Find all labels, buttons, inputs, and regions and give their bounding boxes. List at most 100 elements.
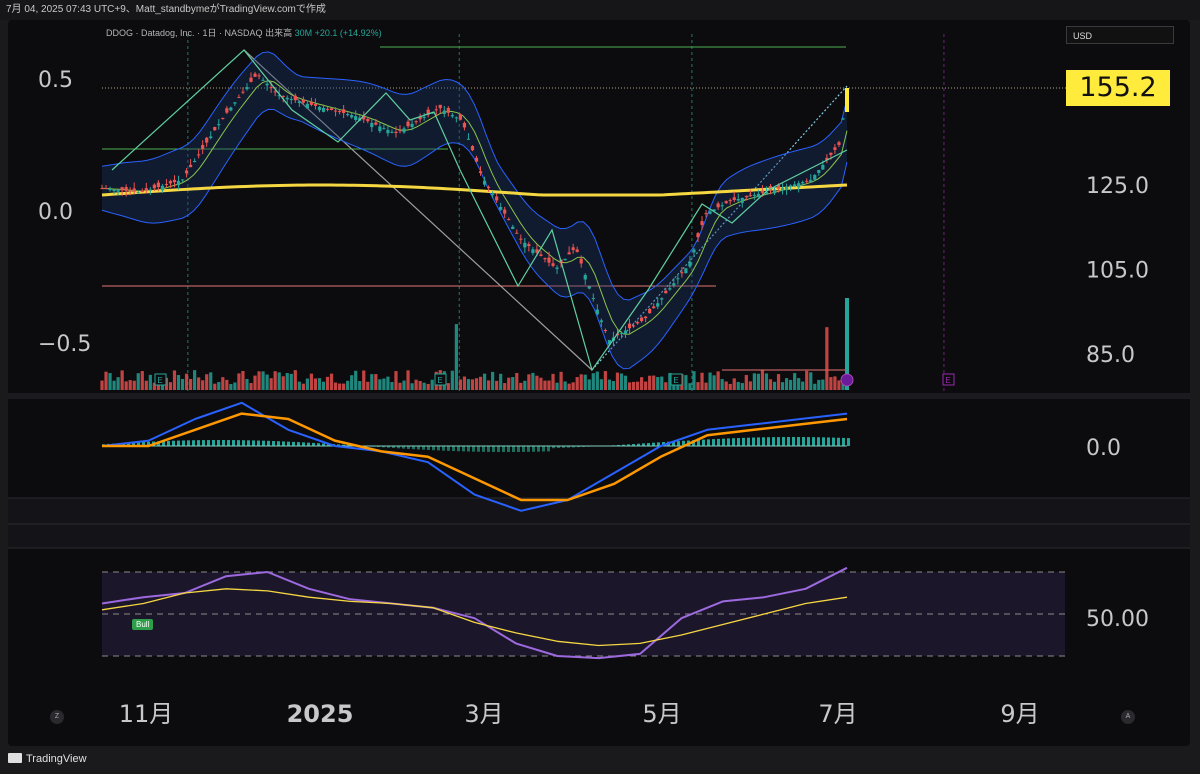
tradingview-logo: TradingView — [8, 753, 87, 765]
candle-body — [833, 147, 837, 150]
candle-body — [567, 252, 571, 255]
volume-bar — [406, 370, 410, 390]
volume-bar — [325, 376, 330, 390]
volume-bar — [575, 377, 579, 390]
candle-body — [342, 109, 346, 114]
candle-body — [132, 188, 136, 192]
candle-body — [164, 184, 169, 186]
macd-histogram-bar — [567, 446, 570, 448]
volume-bar — [720, 379, 724, 390]
zoom-left-button[interactable]: Z — [50, 710, 64, 724]
tv-logo-icon — [8, 753, 22, 763]
candle-body — [748, 195, 752, 197]
macd-histogram-bar — [197, 440, 200, 446]
volume-bar — [394, 371, 398, 390]
macd-histogram-bar — [137, 442, 140, 446]
volume-bar — [696, 382, 700, 390]
macd-histogram-bar — [147, 441, 150, 446]
volume-bar — [390, 382, 394, 390]
volume-bar — [197, 377, 201, 390]
volume-bar — [342, 383, 346, 390]
volume-bar — [728, 383, 732, 390]
candle-body — [366, 118, 370, 122]
volume-bar — [817, 379, 821, 390]
candle-body — [100, 188, 104, 190]
rsi-axis-label: 50.00 — [1086, 607, 1149, 632]
time-axis-label: 9月 — [1000, 700, 1039, 728]
volume-bar — [772, 381, 777, 390]
earnings-marker — [670, 373, 683, 386]
candle-body — [543, 258, 547, 260]
macd-histogram-bar — [642, 443, 645, 446]
macd-histogram-bar — [572, 446, 575, 448]
volume-bar — [374, 374, 378, 390]
candle-body — [527, 244, 531, 247]
volume-bar — [587, 379, 591, 390]
candle-body — [160, 185, 165, 191]
left-axis-label: 0.5 — [38, 68, 73, 93]
brand-name: TradingView — [26, 753, 87, 765]
volume-bar — [124, 381, 128, 390]
candle-body — [776, 185, 781, 189]
macd-line — [101, 401, 848, 512]
macd-histogram-bar — [292, 441, 295, 446]
candle-body — [309, 101, 314, 105]
macd-histogram-bar — [652, 442, 655, 446]
candle-body — [752, 194, 756, 196]
candle-body — [478, 171, 483, 174]
candle-body — [406, 121, 410, 127]
volume-bar — [837, 380, 841, 390]
macd-histogram-bar — [232, 440, 235, 446]
macd-histogram-bar — [402, 446, 405, 449]
candle-body — [744, 196, 748, 198]
volume-bar — [100, 380, 104, 390]
candle-body — [688, 261, 692, 267]
candle-body — [394, 131, 398, 134]
volume-bar — [684, 375, 688, 390]
candle-body — [273, 91, 277, 93]
macd-histogram-bar — [187, 440, 190, 446]
candle-body — [450, 115, 454, 117]
trend-line — [243, 49, 593, 371]
volume-bar — [784, 378, 789, 390]
volume-bar — [527, 374, 531, 390]
volume-bar — [418, 380, 422, 390]
volume-bar — [736, 381, 740, 390]
candle-body — [462, 122, 467, 128]
candle-body — [108, 189, 112, 191]
macd-histogram-bar — [457, 446, 460, 452]
macd-histogram-bar — [172, 440, 175, 446]
candle-body — [321, 107, 326, 112]
volume-bar — [386, 376, 390, 390]
attribution-text: 7月 04, 2025 07:43 UTC+9、Matt_standbymeがT… — [6, 4, 326, 15]
candle-body — [841, 118, 845, 120]
candle-body — [390, 131, 394, 133]
chart-svg[interactable]: E E E E 0.5 0.0 −0.5 125.0 105.0 85.0 0.0 50.00 11月 2… — [8, 20, 1190, 746]
volume-bar — [140, 371, 144, 390]
macd-histogram-bar — [547, 446, 550, 452]
volume-bar — [543, 380, 547, 390]
volume-bar — [201, 380, 205, 390]
volume-bar — [563, 381, 567, 390]
empty-panel — [8, 498, 1190, 548]
candle-body — [172, 179, 177, 183]
macd-histogram-bar — [287, 441, 290, 446]
macd-histogram-bar — [787, 437, 790, 446]
candle-body — [140, 190, 144, 192]
candle-body — [619, 332, 624, 334]
volume-bar — [627, 382, 632, 390]
volume-bar — [293, 370, 297, 390]
time-axis-label: 2025 — [287, 700, 354, 728]
candle-body — [454, 117, 458, 119]
macd-histogram-bar — [142, 441, 145, 446]
macd-histogram-bar — [777, 437, 780, 446]
volume-bar — [136, 373, 140, 390]
ma200-line — [101, 183, 848, 197]
chart-frame[interactable]: E E E E 0.5 0.0 −0.5 125.0 105.0 85.0 0.0 50.00 11月 2… — [8, 20, 1190, 746]
macd-histogram-bar — [512, 446, 515, 452]
currency-selector[interactable]: USD — [1066, 26, 1174, 44]
volume-bar — [128, 380, 132, 390]
candle-body — [249, 77, 253, 82]
zoom-right-button[interactable]: A — [1121, 710, 1135, 724]
candle-body — [503, 209, 507, 214]
